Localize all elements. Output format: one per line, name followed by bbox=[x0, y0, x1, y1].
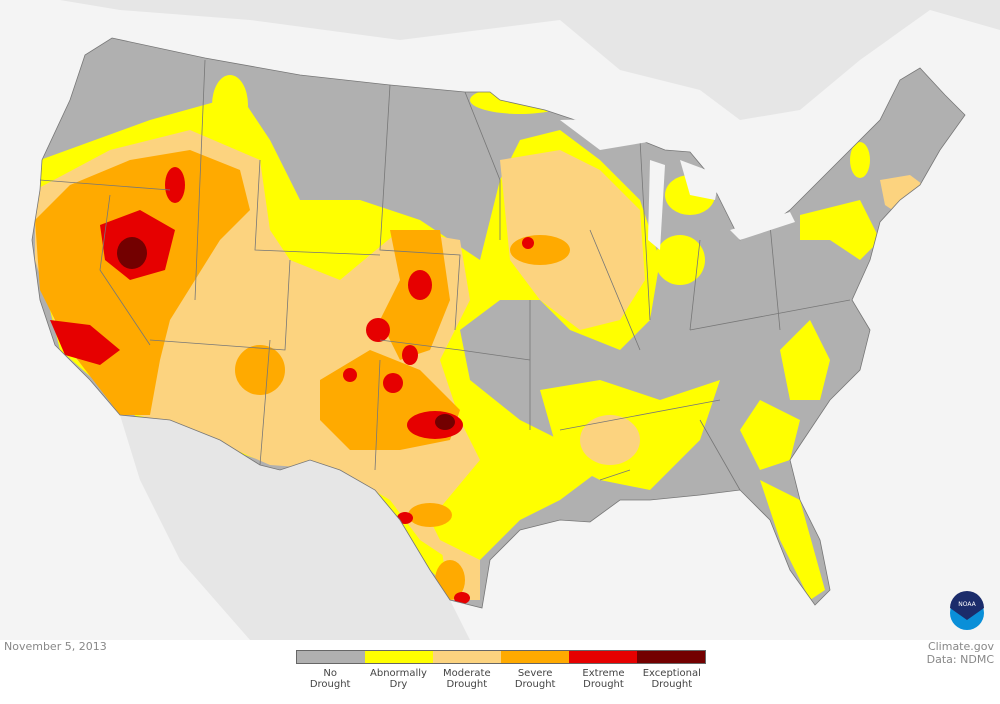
credit: Climate.gov Data: NDMC bbox=[927, 640, 994, 666]
canada-land bbox=[0, 0, 1000, 120]
exceptional-drought-areas bbox=[117, 237, 455, 430]
legend-label: Extreme Drought bbox=[569, 664, 637, 690]
legend-swatch bbox=[433, 651, 501, 663]
credit-site: Climate.gov bbox=[927, 640, 994, 653]
legend-label-line: Severe bbox=[517, 668, 553, 679]
legend-label-line: Abnormally bbox=[370, 668, 427, 679]
state-borders bbox=[31, 37, 966, 609]
legend: No Drought Abnormally Dry Moderate Drought Sev… bbox=[296, 650, 706, 690]
legend-label-line: Moderate bbox=[443, 668, 491, 679]
great-lakes bbox=[560, 118, 795, 250]
legend-swatch bbox=[637, 651, 705, 663]
legend-swatch bbox=[297, 651, 365, 663]
legend-label: Abnormally Dry bbox=[364, 664, 432, 690]
legend-label-line: Drought bbox=[583, 679, 624, 690]
noaa-logo: NOAA bbox=[950, 591, 984, 630]
map-date: November 5, 2013 bbox=[4, 640, 107, 653]
legend-label: No Drought bbox=[296, 664, 364, 690]
legend-label: Moderate Drought bbox=[433, 664, 501, 690]
credit-source: Data: NDMC bbox=[926, 653, 994, 666]
legend-swatch bbox=[365, 651, 433, 663]
svg-text:NOAA: NOAA bbox=[958, 601, 976, 608]
legend-label-line: Drought bbox=[309, 679, 351, 690]
legend-color-bar bbox=[296, 650, 706, 664]
legend-swatch bbox=[569, 651, 637, 663]
legend-label-line: No bbox=[323, 668, 337, 679]
drought-map: NOAA bbox=[0, 0, 1000, 640]
legend-label-line: Exceptional bbox=[642, 668, 701, 679]
mexico-land bbox=[120, 415, 470, 640]
legend-label: Exceptional Drought bbox=[638, 664, 706, 690]
legend-label-line: Drought bbox=[651, 679, 693, 690]
legend-label-line: Drought bbox=[514, 679, 556, 690]
legend-swatch bbox=[501, 651, 569, 663]
legend-label: Severe Drought bbox=[501, 664, 569, 690]
drought-areas bbox=[35, 75, 930, 604]
legend-label-line: Dry bbox=[389, 679, 408, 690]
legend-labels: No Drought Abnormally Dry Moderate Drought Sev… bbox=[296, 664, 706, 690]
legend-label-line: Drought bbox=[446, 679, 488, 690]
legend-label-line: Extreme bbox=[582, 668, 625, 679]
